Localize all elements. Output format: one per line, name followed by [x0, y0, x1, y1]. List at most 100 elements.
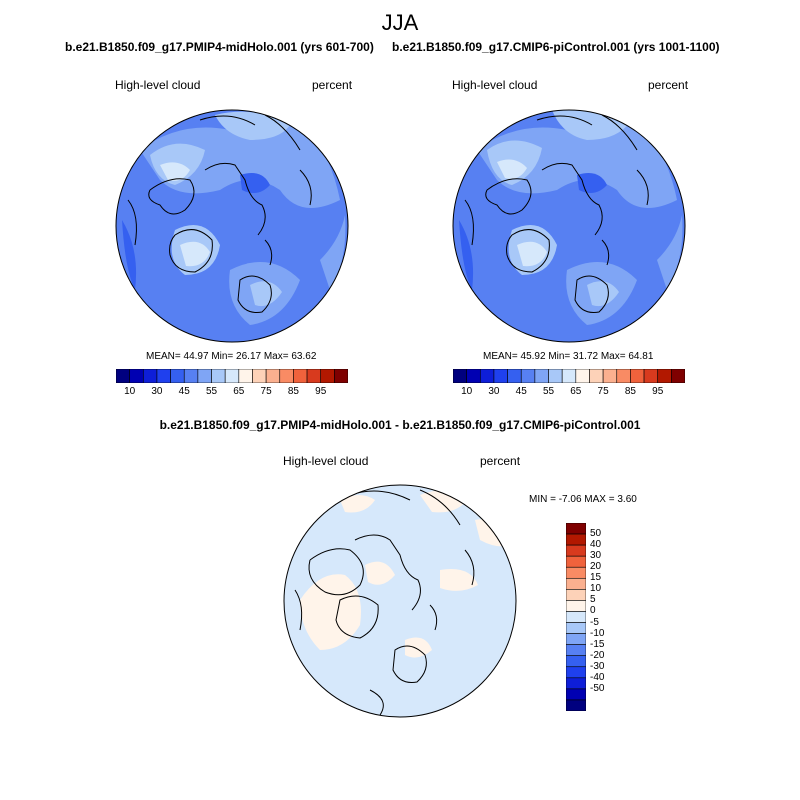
diff-colorbar-labels: 50 40 30 20 15 10 5 0 -5 -10 -15 -20 -30 -40 -50 — [590, 523, 620, 711]
diff-colorbar-swatch — [566, 611, 586, 623]
right-units-label: percent — [648, 78, 689, 92]
diff-colorbar-swatch — [566, 600, 586, 612]
diff-colorbar-swatch — [566, 666, 586, 679]
right-colorbar-swatch — [575, 369, 590, 383]
diff-colorbar-tick-label: 5 — [590, 594, 596, 606]
right-colorbar-swatch — [657, 369, 672, 383]
right-colorbar-tick-label: 95 — [652, 386, 664, 397]
right-colorbar-swatch — [630, 369, 645, 383]
left-stats: MEAN= 44.97 Min= 26.17 Max= 63.62 — [146, 351, 317, 362]
left-polar-map — [116, 110, 348, 342]
right-colorbar-swatch — [534, 369, 549, 383]
diff-colorbar-tick-label: 30 — [590, 550, 602, 562]
diff-colorbar-swatch — [566, 644, 586, 657]
left-colorbar-swatch — [142, 369, 158, 383]
right-colorbar-swatch — [453, 369, 467, 383]
left-colorbar-labels: 10 30 45 55 65 75 85 95 — [116, 386, 348, 398]
diff-colorbar-tick-label: -40 — [590, 671, 605, 683]
diff-variable-label: High-level cloud — [283, 454, 369, 468]
diff-colorbar-tick-label: 15 — [590, 572, 602, 584]
left-colorbar-swatch — [156, 369, 171, 383]
diff-colorbar-tick-label: -10 — [590, 627, 605, 639]
right-colorbar-tick-label: 30 — [488, 386, 500, 397]
diff-colorbar-swatch — [566, 699, 586, 711]
right-colorbar-tick-label: 85 — [624, 386, 636, 397]
right-colorbar — [453, 369, 685, 383]
right-colorbar-tick-label: 65 — [570, 386, 582, 397]
left-colorbar-swatch — [129, 369, 144, 383]
right-colorbar-swatch — [561, 369, 577, 383]
diff-colorbar-swatch — [566, 622, 586, 634]
diff-colorbar-tick-label: -5 — [590, 616, 599, 628]
diff-colorbar-tick-label: 40 — [590, 539, 602, 551]
right-colorbar-swatch — [671, 369, 685, 383]
left-colorbar-tick-label: 30 — [151, 386, 163, 397]
right-colorbar-labels: 10 30 45 55 65 75 85 95 — [453, 386, 685, 398]
diff-colorbar-tick-label: -15 — [590, 638, 605, 650]
left-colorbar-swatch — [306, 369, 322, 383]
left-colorbar-swatch — [279, 369, 294, 383]
right-variable-label: High-level cloud — [452, 78, 538, 92]
left-colorbar-tick-label: 85 — [287, 386, 299, 397]
diff-colorbar-swatch — [566, 688, 586, 701]
left-colorbar-swatch — [224, 369, 240, 383]
right-colorbar-tick-label: 45 — [515, 386, 527, 397]
diff-units-label: percent — [480, 454, 521, 468]
right-colorbar-swatch — [616, 369, 631, 383]
left-colorbar-tick-label: 75 — [260, 386, 272, 397]
right-colorbar-swatch — [507, 369, 522, 383]
left-units-label: percent — [312, 78, 353, 92]
diff-colorbar-tick-label: 0 — [590, 605, 596, 617]
right-colorbar-swatch — [479, 369, 495, 383]
left-colorbar-swatch — [238, 369, 253, 383]
diff-colorbar-swatch — [566, 655, 586, 668]
diff-colorbar-swatch — [566, 633, 586, 645]
diff-stats: MIN = -7.06 MAX = 3.60 — [529, 494, 637, 505]
left-colorbar-swatch — [197, 369, 212, 383]
left-colorbar-swatch — [116, 369, 130, 383]
diff-colorbar-swatch — [566, 523, 586, 535]
figure-title: JJA — [381, 10, 419, 35]
left-colorbar-swatch — [265, 369, 281, 383]
diff-colorbar-tick-label: -20 — [590, 649, 605, 661]
diff-colorbar-swatch — [566, 677, 586, 690]
right-colorbar-swatch — [520, 369, 536, 383]
left-colorbar-tick-label: 45 — [178, 386, 190, 397]
left-colorbar-swatch — [293, 369, 308, 383]
diff-colorbar-tick-label: 10 — [590, 583, 602, 595]
left-colorbar — [116, 369, 348, 383]
diff-colorbar-tick-label: 20 — [590, 561, 602, 573]
left-colorbar-swatch — [334, 369, 348, 383]
right-colorbar-swatch — [602, 369, 618, 383]
right-colorbar-swatch — [493, 369, 508, 383]
left-colorbar-swatch — [320, 369, 335, 383]
right-stats: MEAN= 45.92 Min= 31.72 Max= 64.81 — [483, 351, 654, 362]
right-colorbar-swatch — [466, 369, 481, 383]
right-colorbar-tick-label: 75 — [597, 386, 609, 397]
diff-colorbar-swatch — [566, 566, 586, 579]
right-polar-map — [453, 110, 685, 342]
left-colorbar-swatch — [170, 369, 185, 383]
diff-colorbar-swatch — [566, 544, 586, 557]
left-colorbar-swatch — [183, 369, 199, 383]
diff-colorbar-swatch — [566, 577, 586, 590]
diff-colorbar-swatch — [566, 533, 586, 546]
left-colorbar-tick-label: 95 — [315, 386, 327, 397]
diff-colorbar-tick-label: -50 — [590, 682, 605, 694]
diff-colorbar-tick-label: 50 — [590, 528, 602, 540]
diff-colorbar-tick-label: -30 — [590, 660, 605, 672]
left-variable-label: High-level cloud — [115, 78, 201, 92]
diff-colorbar-swatch — [566, 555, 586, 568]
left-colorbar-tick-label: 65 — [233, 386, 245, 397]
left-colorbar-tick-label: 55 — [205, 386, 218, 397]
right-colorbar-swatch — [589, 369, 604, 383]
left-case-title: b.e21.B1850.f09_g17.PMIP4-midHolo.001 (y… — [65, 40, 374, 54]
left-colorbar-tick-label: 10 — [124, 386, 136, 397]
diff-colorbar-swatch — [566, 589, 586, 601]
right-colorbar-tick-label: 10 — [461, 386, 473, 397]
diff-colorbar — [566, 523, 586, 711]
left-colorbar-swatch — [211, 369, 226, 383]
right-colorbar-tick-label: 55 — [542, 386, 555, 397]
right-colorbar-swatch — [548, 369, 563, 383]
